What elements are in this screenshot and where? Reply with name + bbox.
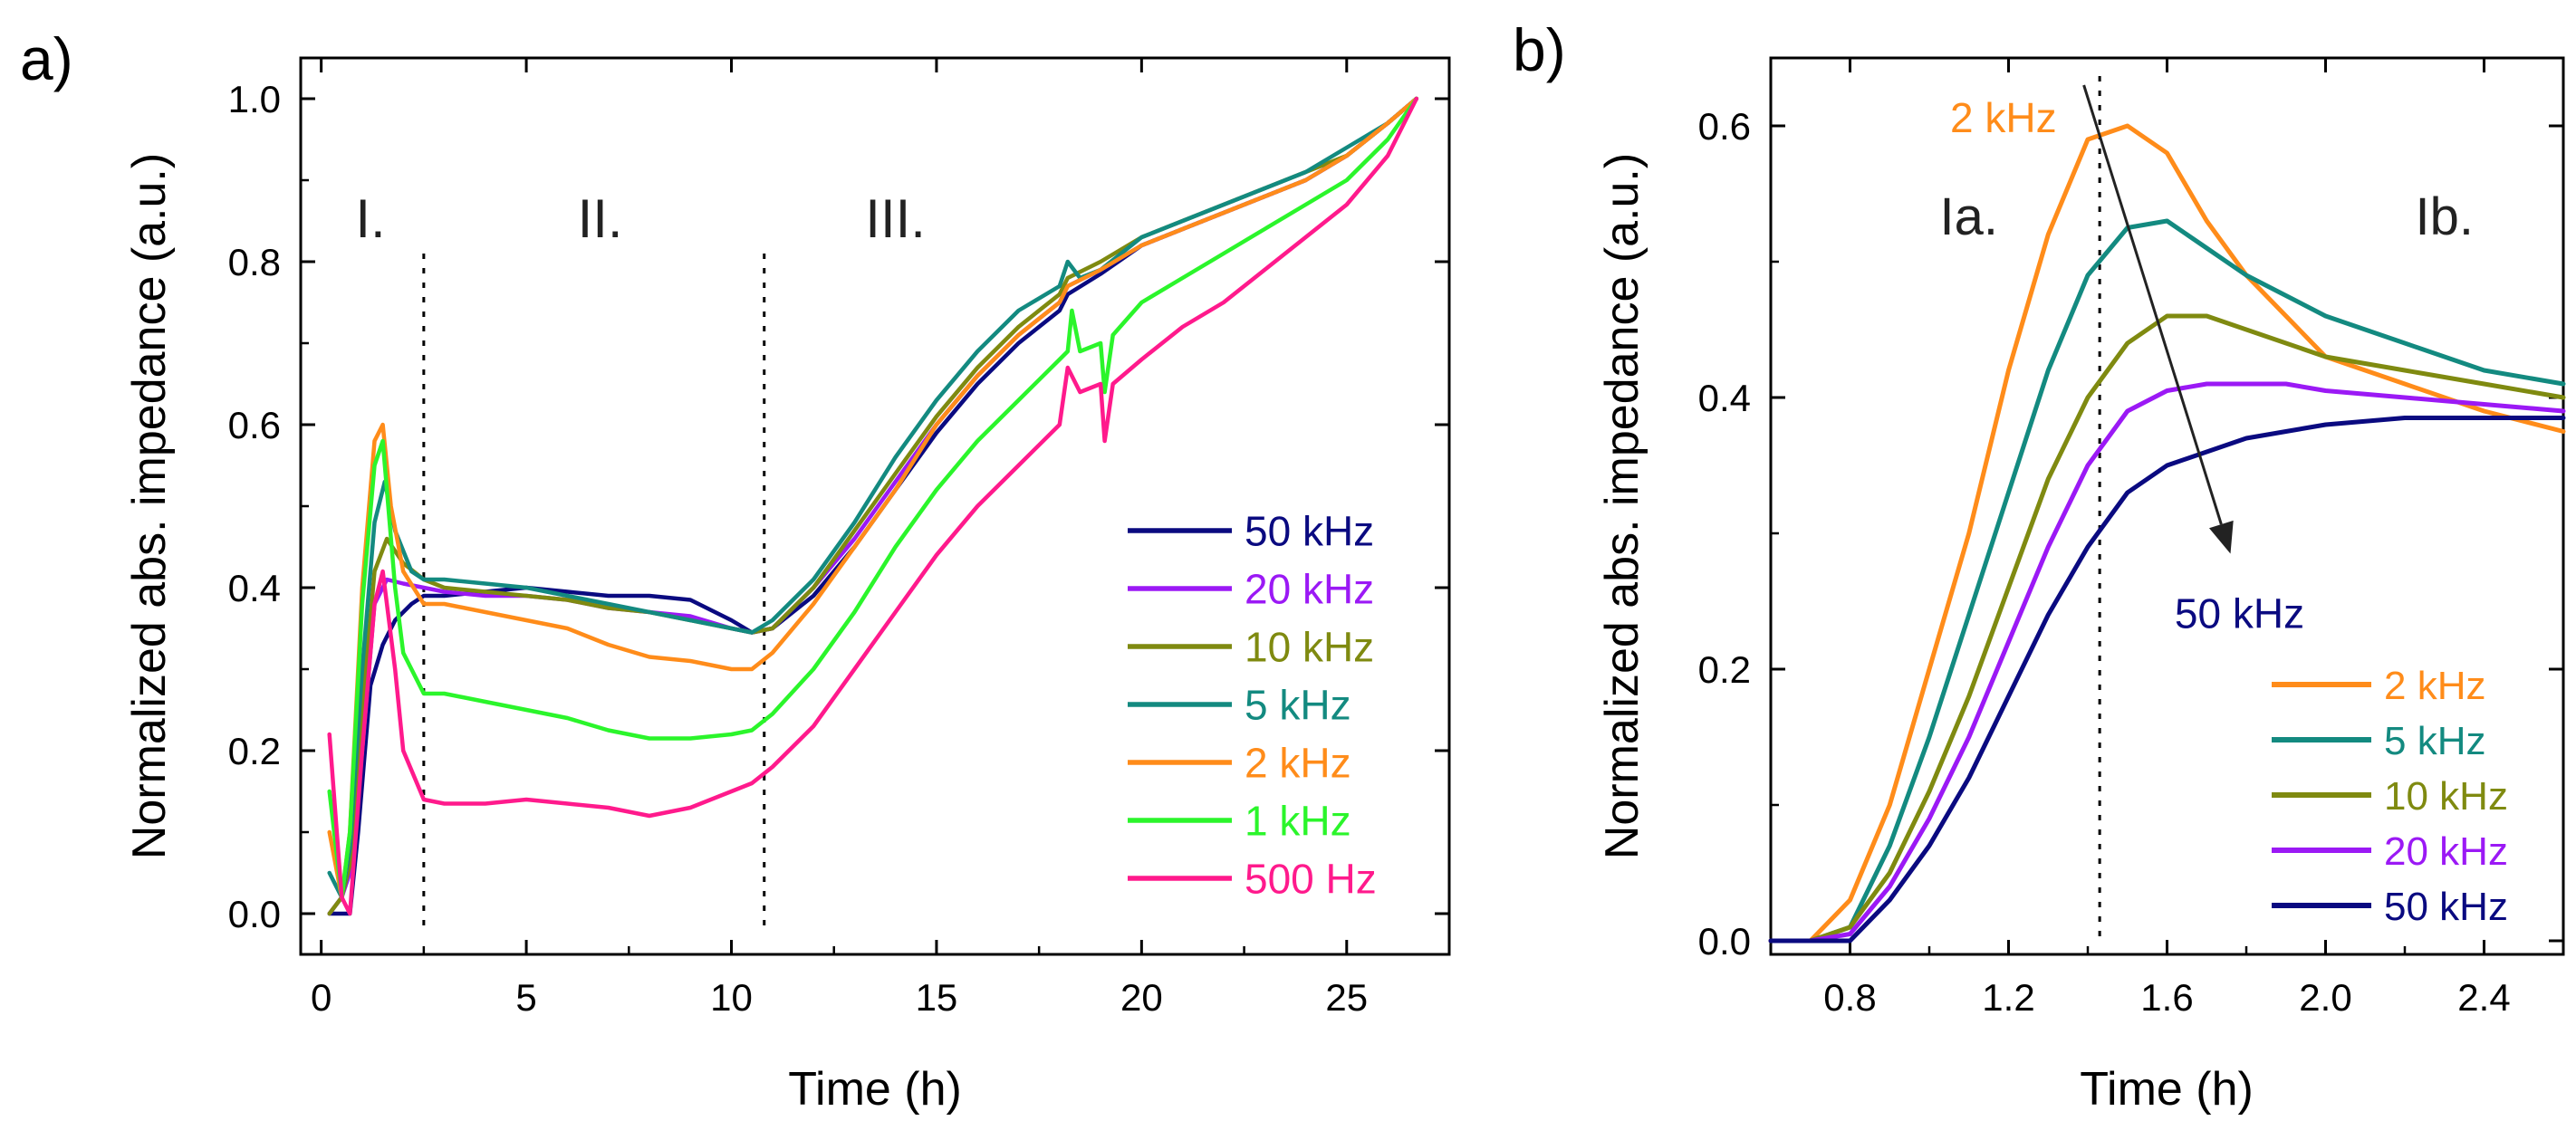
- panel-b-legend: 2 kHz 5 kHz 10 kHz 20 kHz 50 kHz: [2272, 664, 2508, 929]
- a-x-tick-label: 5: [515, 976, 536, 1019]
- b-region-label-1: Ia.: [1940, 187, 1999, 246]
- b-series-line-10-khz: [1768, 313, 2566, 944]
- b-legend-label-10-khz: 10 kHz: [2384, 774, 2508, 819]
- a-legend-label-10-khz: 10 kHz: [1245, 624, 1374, 671]
- a-x-tick-label: 10: [710, 976, 753, 1019]
- a-legend-label-5-khz: 5 kHz: [1245, 682, 1351, 729]
- a-y-tick-label: 0.2: [228, 730, 281, 772]
- panel-b-x-ticks: 0.8 1.2 1.6 2.0 2.4: [1823, 58, 2511, 1019]
- b-legend-label-5-khz: 5 kHz: [2384, 719, 2485, 763]
- panel-b-y-ticks: 0.0 0.2 0.4 0.6: [1698, 105, 2563, 963]
- b-region-label-2: Ib.: [2416, 187, 2475, 246]
- a-y-tick-label: 0.0: [228, 893, 281, 935]
- panel-a-label: a): [20, 25, 73, 92]
- b-arrow-head: [2208, 520, 2234, 554]
- b-arrow-start-label: 2 kHz: [1950, 94, 2057, 141]
- a-x-tick-label: 20: [1120, 976, 1163, 1019]
- b-y-tick-label: 0.2: [1698, 648, 1751, 691]
- b-legend-label-50-khz: 50 kHz: [2384, 885, 2508, 929]
- b-legend-label-2-khz: 2 kHz: [2384, 664, 2485, 708]
- a-phase-label-3: III.: [865, 188, 926, 249]
- panel-a-y-ticks: 0.0 0.2 0.4 0.6 0.8 1.0: [228, 78, 1449, 935]
- a-y-tick-label: 0.4: [228, 567, 281, 609]
- a-phase-label-2: II.: [578, 188, 623, 249]
- b-series-line-5-khz: [1768, 218, 2566, 944]
- panel-b-label: b): [1513, 16, 1566, 83]
- b-x-tick-label: 2.4: [2457, 976, 2510, 1019]
- b-y-tick-label: 0.0: [1698, 920, 1751, 963]
- a-x-tick-label: 15: [916, 976, 958, 1019]
- panel-a-legend: 50 kHz 20 kHz 10 kHz 5 kHz 2 kHz 1 kHz 500 Hz: [1128, 508, 1377, 903]
- b-series-line-2-khz: [1768, 123, 2566, 944]
- b-series-line-20-khz: [1768, 381, 2566, 944]
- panel-a-phase-dividers: [422, 254, 766, 931]
- panel-b-y-axis-label: Normalized abs. impedance (a.u.): [1596, 153, 1648, 859]
- a-series-line-2-khz: [327, 96, 1419, 900]
- a-legend-label-500-hz: 500 Hz: [1245, 856, 1377, 903]
- a-phase-label-1: I.: [355, 188, 385, 249]
- panel-a-y-axis-label: Normalized abs. impedance (a.u.): [123, 153, 176, 859]
- a-legend-label-2-khz: 2 kHz: [1245, 740, 1351, 787]
- panel-b: b) 0.8 1.2 1.6 2.0 2.4 0.0 0.2 0.4 0.6 Ia. Ib. 2…: [1513, 16, 2566, 1116]
- panel-a-phase-labels: I. II. III.: [355, 188, 926, 249]
- b-y-tick-label: 0.4: [1698, 377, 1751, 419]
- a-series-line-1-khz: [327, 96, 1419, 900]
- panel-a-series: [327, 96, 1419, 916]
- a-x-tick-label: 0: [311, 976, 332, 1019]
- a-y-tick-label: 0.8: [228, 241, 281, 283]
- panel-a: a) 0 5 10 15 20 25 0.0 0.2 0.4 0.6 0.8 1.0 I. II. II…: [20, 25, 1451, 1116]
- b-x-tick-label: 1.6: [2140, 976, 2193, 1019]
- panel-b-x-axis-label: Time (h): [2080, 1063, 2254, 1116]
- b-x-tick-label: 0.8: [1823, 976, 1876, 1019]
- b-x-tick-label: 2.0: [2299, 976, 2351, 1019]
- a-y-tick-label: 0.6: [228, 404, 281, 446]
- panel-b-frequency-arrow: 2 kHz 50 kHz: [1950, 84, 2304, 637]
- a-y-tick-label: 1.0: [228, 78, 281, 120]
- a-x-tick-label: 25: [1325, 976, 1368, 1019]
- panel-b-series: [1768, 123, 2566, 944]
- b-arrow-shaft: [2082, 84, 2223, 525]
- a-legend-label-50-khz: 50 kHz: [1245, 508, 1374, 555]
- b-series-line-50-khz: [1768, 416, 2566, 944]
- a-legend-label-1-khz: 1 kHz: [1245, 798, 1351, 845]
- b-arrow-end-label: 50 kHz: [2175, 590, 2304, 637]
- panel-a-x-ticks: 0 5 10 15 20 25: [311, 58, 1368, 1019]
- panel-b-region-labels: Ia. Ib.: [1940, 187, 2475, 246]
- b-legend-label-20-khz: 20 kHz: [2384, 829, 2508, 874]
- a-legend-label-20-khz: 20 kHz: [1245, 566, 1374, 613]
- b-x-tick-label: 1.2: [1982, 976, 2034, 1019]
- a-series-line-500-hz: [327, 96, 1419, 916]
- b-y-tick-label: 0.6: [1698, 105, 1751, 148]
- panel-a-x-axis-label: Time (h): [788, 1063, 962, 1116]
